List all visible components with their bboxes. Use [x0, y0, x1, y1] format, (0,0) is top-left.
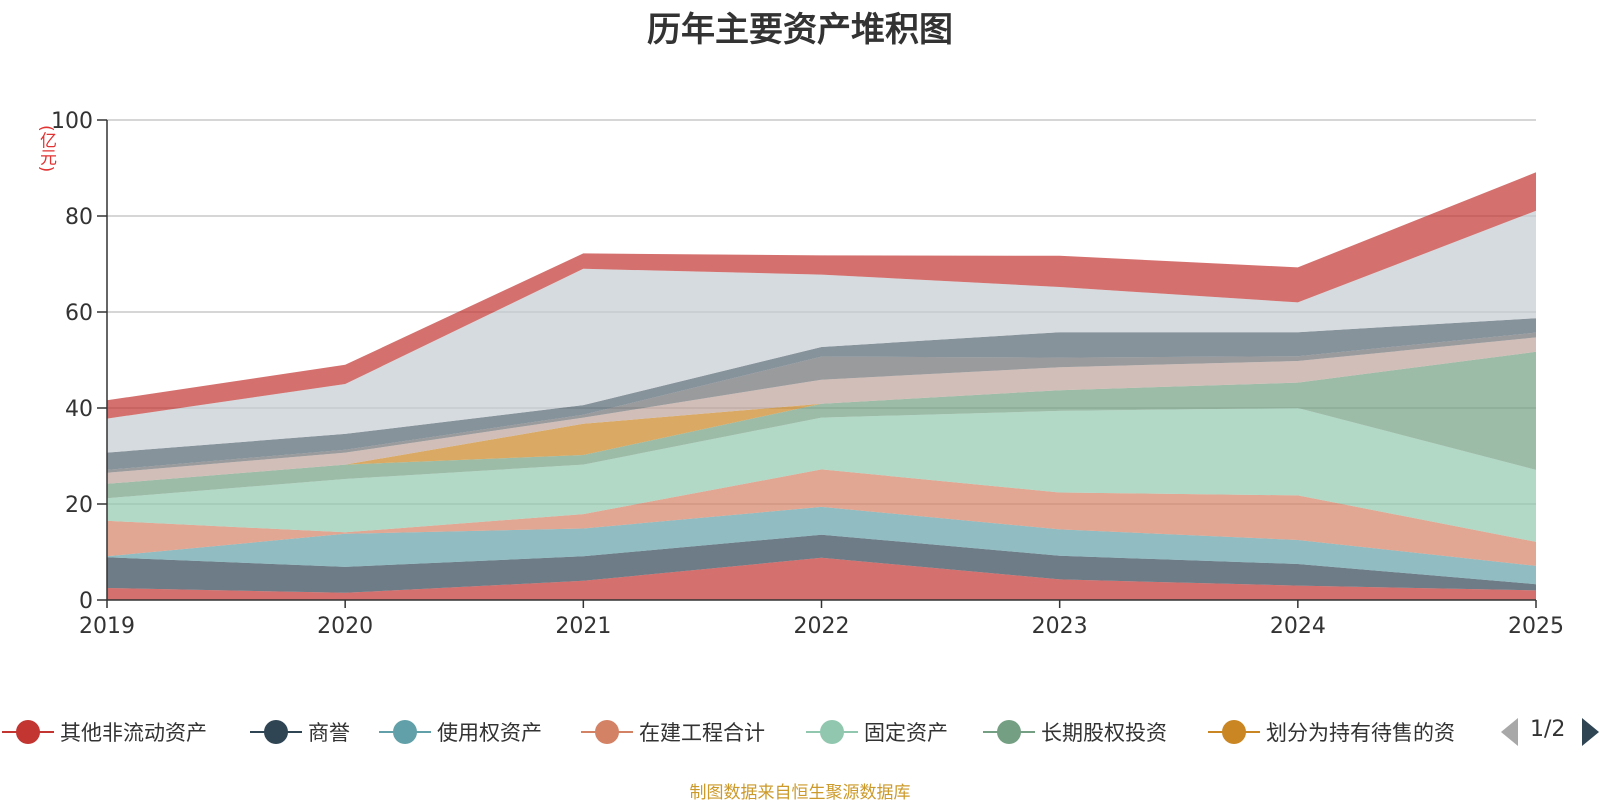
- axes: 0 20 40 60 80 100 2019 2020 2021 2022 2023 2024 2025: [51, 109, 1564, 639]
- legend-label: 其他非流动资产: [60, 721, 207, 745]
- legend-marker-icon: [806, 712, 858, 752]
- legend-marker-icon: [379, 712, 431, 752]
- legend-label: 划分为持有待售的资: [1266, 721, 1455, 745]
- legend-item[interactable]: 商誉: [250, 712, 350, 752]
- legend-item[interactable]: 在建工程合计: [581, 712, 765, 752]
- legend-label: 长期股权投资: [1041, 721, 1167, 745]
- y-tick-label: 0: [79, 589, 93, 614]
- area-series: [107, 351, 1536, 484]
- legend-label: 固定资产: [864, 721, 948, 745]
- x-tick-label: 2024: [1270, 614, 1326, 639]
- area-series: [107, 318, 1536, 470]
- legend-label: 在建工程合计: [639, 721, 765, 745]
- legend-item[interactable]: 长期股权投资: [983, 712, 1167, 752]
- area-series: [107, 210, 1536, 453]
- legend-label: 商誉: [308, 721, 350, 745]
- legend-next-page-icon[interactable]: [1582, 718, 1599, 746]
- legend-marker-icon: [581, 712, 633, 752]
- chart-title: 历年主要资产堆积图: [647, 10, 953, 50]
- legend-item[interactable]: 使用权资产: [379, 712, 542, 752]
- y-axis-unit-label: (亿元): [36, 125, 56, 173]
- legend-item[interactable]: 固定资产: [806, 712, 948, 752]
- y-tick-label: 20: [65, 493, 93, 518]
- area-series: [107, 337, 1536, 484]
- legend-item[interactable]: 划分为持有待售的资: [1208, 712, 1455, 752]
- y-tick-label: 60: [65, 301, 93, 326]
- x-tick-label: 2025: [1508, 614, 1564, 639]
- area-series: [107, 408, 1536, 542]
- x-tick-label: 2022: [794, 614, 850, 639]
- legend-label: 使用权资产: [437, 721, 542, 745]
- y-tick-label: 40: [65, 397, 93, 422]
- legend: 其他非流动资产 商誉 使用权资产 在建工程合计 固定资产 长期股权投资 划分为持有待售的资 …: [0, 712, 1600, 752]
- area-series: [107, 557, 1536, 600]
- legend-marker-icon: [250, 712, 302, 752]
- area-series: [107, 469, 1536, 566]
- area-series: [107, 332, 1536, 473]
- x-tick-label: 2023: [1032, 614, 1088, 639]
- x-tick-label: 2019: [79, 614, 135, 639]
- area-series: [107, 351, 1536, 499]
- legend-marker-icon: [2, 712, 54, 752]
- area-series: [107, 506, 1536, 585]
- source-note: 制图数据来自恒生聚源数据库: [689, 783, 911, 803]
- area-series: [107, 534, 1536, 593]
- x-tick-label: 2020: [317, 614, 373, 639]
- legend-prev-page-icon[interactable]: [1501, 718, 1518, 746]
- legend-item[interactable]: 其他非流动资产: [2, 712, 207, 752]
- area-series: [107, 172, 1536, 419]
- y-tick-label: 100: [51, 109, 93, 134]
- legend-marker-icon: [983, 712, 1035, 752]
- y-tick-label: 80: [65, 205, 93, 230]
- area-layer: [107, 172, 1536, 600]
- legend-page-indicator: 1/2: [1530, 717, 1566, 742]
- legend-marker-icon: [1208, 712, 1260, 752]
- x-tick-label: 2021: [555, 614, 611, 639]
